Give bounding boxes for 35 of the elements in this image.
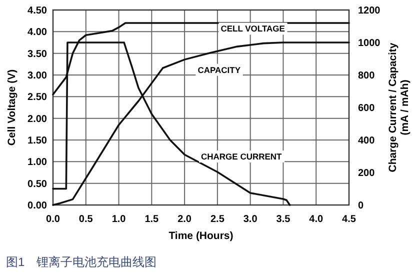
x-tick-label: 3.0 (243, 214, 258, 225)
series-label: CELL VOLTAGE (220, 24, 286, 34)
series-label: CAPACITY (198, 64, 241, 75)
x-tick-label: 1.0 (112, 214, 126, 225)
y2-axis-title: Charge Current / Capacity (mA / mAh) (387, 42, 411, 172)
x-tick-label: 2.0 (178, 214, 192, 225)
y2-tick-label: 1000 (358, 38, 381, 49)
x-tick-label: 0.0 (46, 214, 60, 225)
y2-tick-label: 400 (358, 136, 376, 146)
y-tick-label: 1.50 (28, 136, 48, 146)
x-tick-label: 2.5 (210, 214, 225, 225)
x-tick-label: 0.5 (78, 214, 94, 225)
y-tick-label: 0.00 (28, 200, 48, 212)
y-tick-label: 4.00 (28, 27, 48, 38)
series-label: CHARGE CURRENT (201, 152, 283, 162)
y-axis-title: Cell Voltage (V) (6, 69, 18, 146)
y2-tick-label: 600 (358, 103, 376, 114)
y2-tick-label: 200 (358, 168, 376, 179)
y2-tick-label: 1200 (358, 6, 381, 16)
y-tick-label: 4.50 (28, 6, 48, 16)
x-tick-label: 4.0 (309, 214, 324, 225)
y-tick-label: 3.00 (28, 70, 48, 82)
y-tick-label: 2.00 (28, 114, 48, 125)
y2-tick-label: 800 (358, 70, 376, 82)
x-axis-title: Time (Hours) (168, 230, 234, 242)
x-tick-label: 4.5 (342, 214, 356, 225)
y-tick-label: 0.50 (28, 178, 48, 190)
y-tick-label: 2.50 (28, 92, 48, 104)
x-tick-label: 1.5 (144, 214, 160, 225)
y2-tick-label: 0 (358, 200, 364, 212)
x-tick-label: 3.5 (276, 214, 291, 225)
y-tick-label: 1.00 (28, 157, 48, 168)
line-series (52, 42, 350, 206)
text: 图1 锂离子电池充电曲线图 (6, 255, 157, 269)
y-tick-label: 3.50 (28, 48, 48, 60)
